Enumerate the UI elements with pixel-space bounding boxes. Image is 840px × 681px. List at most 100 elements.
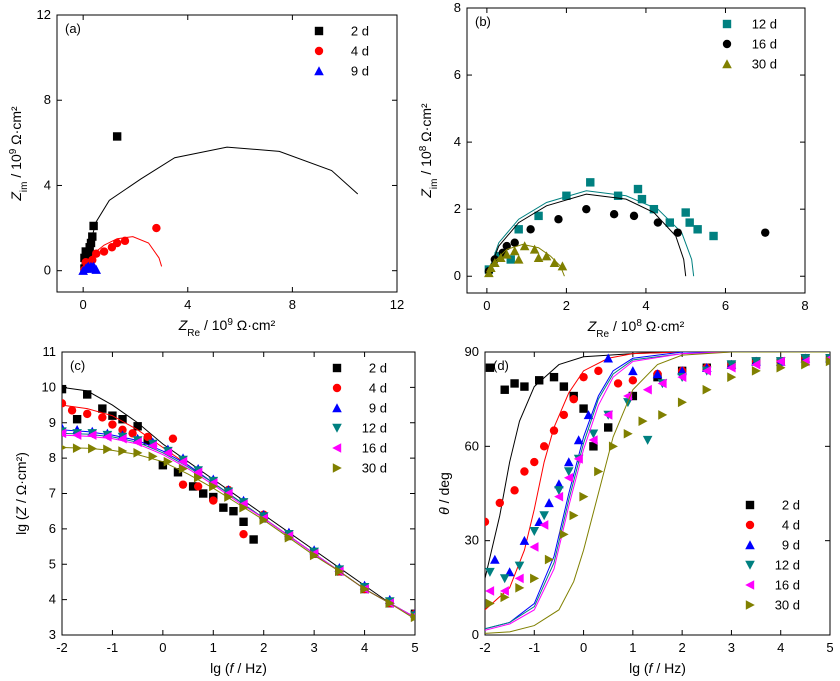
- y-axis-label: Zim / 108 Ω·cm²: [418, 103, 440, 199]
- x-tick-label: 0: [159, 640, 166, 655]
- legend-label: 9 d: [369, 401, 387, 416]
- data-point: [541, 251, 552, 261]
- data-point: [178, 456, 188, 467]
- data-point: [501, 249, 512, 259]
- legend-marker: [332, 463, 342, 473]
- data-point: [608, 441, 618, 452]
- data-point: [559, 410, 569, 420]
- y-tick-label: 12: [37, 7, 51, 22]
- data-point: [81, 247, 90, 256]
- data-point: [385, 598, 395, 608]
- data-point: [562, 191, 571, 200]
- data-point: [133, 422, 142, 431]
- data-point: [589, 442, 598, 451]
- data-point: [642, 435, 653, 445]
- data-point: [108, 420, 117, 429]
- data-point: [92, 249, 101, 258]
- x-label-part: lg (: [629, 660, 649, 676]
- data-point: [751, 359, 761, 370]
- legend-label: 16 d: [775, 578, 800, 593]
- data-point: [494, 251, 504, 261]
- data-point: [673, 228, 682, 237]
- data-point: [148, 451, 158, 462]
- x-label-sub: Re: [187, 328, 200, 339]
- data-point: [751, 357, 761, 367]
- data-point: [87, 430, 97, 440]
- y-label-sub: im: [19, 182, 30, 193]
- data-point: [506, 255, 515, 264]
- data-point: [727, 372, 737, 382]
- data-point: [485, 567, 495, 577]
- x-tick-label: 1: [210, 640, 217, 655]
- data-point: [583, 410, 594, 420]
- fit-line: [485, 352, 830, 631]
- legend-marker: [722, 59, 732, 69]
- data-point: [549, 258, 560, 268]
- y-tick-label: 4: [454, 134, 461, 149]
- data-point: [513, 254, 524, 264]
- y-label-var: Z: [8, 192, 24, 202]
- data-point: [62, 444, 67, 451]
- legend-label: 4 d: [782, 518, 800, 533]
- x-label-part: Ω·cm²: [642, 318, 685, 334]
- data-point: [557, 261, 568, 271]
- legend-marker: [332, 383, 342, 393]
- data-point: [510, 379, 519, 388]
- legend-marker: [745, 600, 755, 610]
- x-tick-label: 12: [390, 297, 404, 312]
- data-point: [85, 243, 94, 252]
- data-point: [519, 535, 530, 545]
- data-point: [510, 486, 519, 495]
- data-point: [530, 573, 540, 584]
- x-label-var: f: [230, 660, 236, 676]
- data-point: [88, 443, 98, 454]
- data-point: [652, 369, 663, 379]
- data-point: [653, 218, 663, 227]
- fit-line: [485, 352, 830, 579]
- legend-marker: [722, 19, 732, 29]
- legend-label: 12 d: [775, 558, 800, 573]
- data-point: [649, 204, 659, 214]
- y-tick-label: 11: [43, 344, 57, 359]
- x-label-part: / 10: [609, 318, 636, 334]
- data-point: [586, 178, 595, 187]
- data-point: [658, 410, 668, 420]
- data-point: [677, 397, 687, 408]
- data-point: [509, 246, 520, 256]
- data-point: [485, 363, 495, 372]
- data-point: [549, 426, 559, 435]
- data-point: [80, 253, 89, 263]
- data-point: [98, 404, 107, 413]
- data-layer: [62, 384, 415, 623]
- data-point: [209, 496, 218, 505]
- data-point: [751, 366, 761, 376]
- data-point: [89, 221, 98, 231]
- data-point: [515, 583, 525, 593]
- legend-marker: [722, 39, 732, 49]
- x-tick-label: 0: [80, 297, 87, 312]
- legend-label: 2 d: [782, 498, 800, 513]
- data-point: [677, 372, 687, 382]
- data-point: [502, 241, 511, 251]
- data-layer: [78, 132, 359, 275]
- data-point: [520, 382, 529, 391]
- data-point: [118, 446, 128, 456]
- data-point: [529, 527, 540, 537]
- y-tick-label: 60: [465, 438, 479, 453]
- data-point: [579, 404, 588, 413]
- data-point: [563, 467, 574, 477]
- data-point: [163, 448, 173, 458]
- x-tick-label: 5: [826, 640, 833, 655]
- x-tick-label: 3: [311, 640, 318, 655]
- data-point: [485, 586, 495, 596]
- x-tick-label: -1: [107, 640, 119, 655]
- legend-marker: [314, 46, 324, 56]
- data-point: [510, 238, 519, 247]
- data-point: [62, 428, 67, 439]
- data-point: [103, 444, 113, 455]
- data-point: [199, 489, 208, 498]
- legend-marker: [332, 363, 342, 373]
- x-tick-label: 0: [483, 298, 490, 313]
